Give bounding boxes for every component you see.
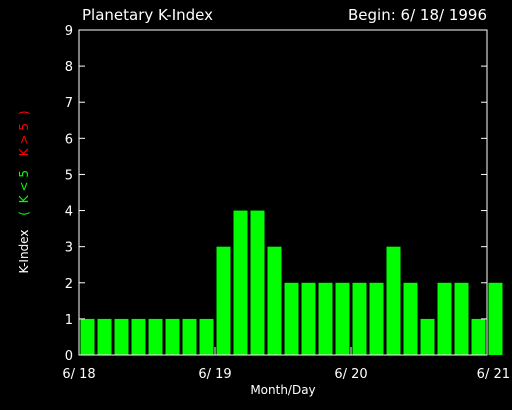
bar-5	[165, 318, 180, 355]
bar-21	[437, 282, 452, 355]
plot-frame	[78, 29, 488, 356]
bar-7	[199, 318, 214, 355]
x-tick-label-2: 6/ 20	[334, 367, 367, 382]
y-tick-label-0: 0	[65, 349, 73, 364]
y-axis-label-red: K > 5	[17, 123, 31, 156]
bar-9	[233, 210, 248, 355]
y-tick-label-4: 4	[65, 205, 73, 220]
y-tick-label-6: 6	[65, 132, 73, 147]
y-axis-label-open-paren: (	[17, 211, 31, 216]
bar-0	[80, 318, 95, 355]
y-axis-label-close-paren: )	[17, 110, 31, 115]
bar-12	[284, 282, 299, 355]
x-tick-label-1: 6/ 19	[198, 367, 231, 382]
y-tick-label-7: 7	[65, 96, 73, 111]
bar-20	[420, 318, 435, 355]
bar-22	[454, 282, 469, 355]
y-tick-label-3: 3	[65, 241, 73, 256]
y-tick-label-8: 8	[65, 60, 73, 75]
chart-subtitle: Begin: 6/ 18/ 1996	[348, 6, 487, 24]
bar-19	[403, 282, 418, 355]
bar-15	[335, 282, 350, 355]
x-tick-label-3: 6/ 21	[477, 367, 510, 382]
y-tick-label-2: 2	[65, 277, 73, 292]
bar-13	[301, 282, 316, 355]
bar-17	[369, 282, 384, 355]
x-axis-ticks: 6/ 18 6/ 19 6/ 20 6/ 21	[62, 347, 510, 382]
bar-18	[386, 246, 401, 355]
bar-10	[250, 210, 265, 355]
bar-23	[471, 318, 486, 355]
y-tick-label-5: 5	[65, 168, 73, 183]
bar-6	[182, 318, 197, 355]
bar-4	[148, 318, 163, 355]
x-tick-label-0: 6/ 18	[62, 367, 95, 382]
y-axis-ticks: 0 1 2 3 4 5 6 7 8 9	[65, 24, 487, 364]
y-tick-label-1: 1	[65, 313, 73, 328]
bar-8	[216, 246, 231, 355]
bars-group	[80, 210, 503, 355]
bar-3	[131, 318, 146, 355]
bar-16	[352, 282, 367, 355]
bar-11	[267, 246, 282, 355]
y-axis-label-green: K < 5	[17, 170, 31, 203]
bar-14	[318, 282, 333, 355]
y-axis-label: K-Index ( K < 5 K > 5 )	[17, 110, 31, 273]
bar-1	[97, 318, 112, 355]
y-axis-label-main: K-Index	[17, 230, 31, 274]
x-axis-label: Month/Day	[250, 383, 315, 397]
chart-title: Planetary K-Index	[82, 6, 213, 24]
bar-2	[114, 318, 129, 355]
y-tick-label-9: 9	[65, 24, 73, 39]
bar-24	[488, 282, 503, 355]
